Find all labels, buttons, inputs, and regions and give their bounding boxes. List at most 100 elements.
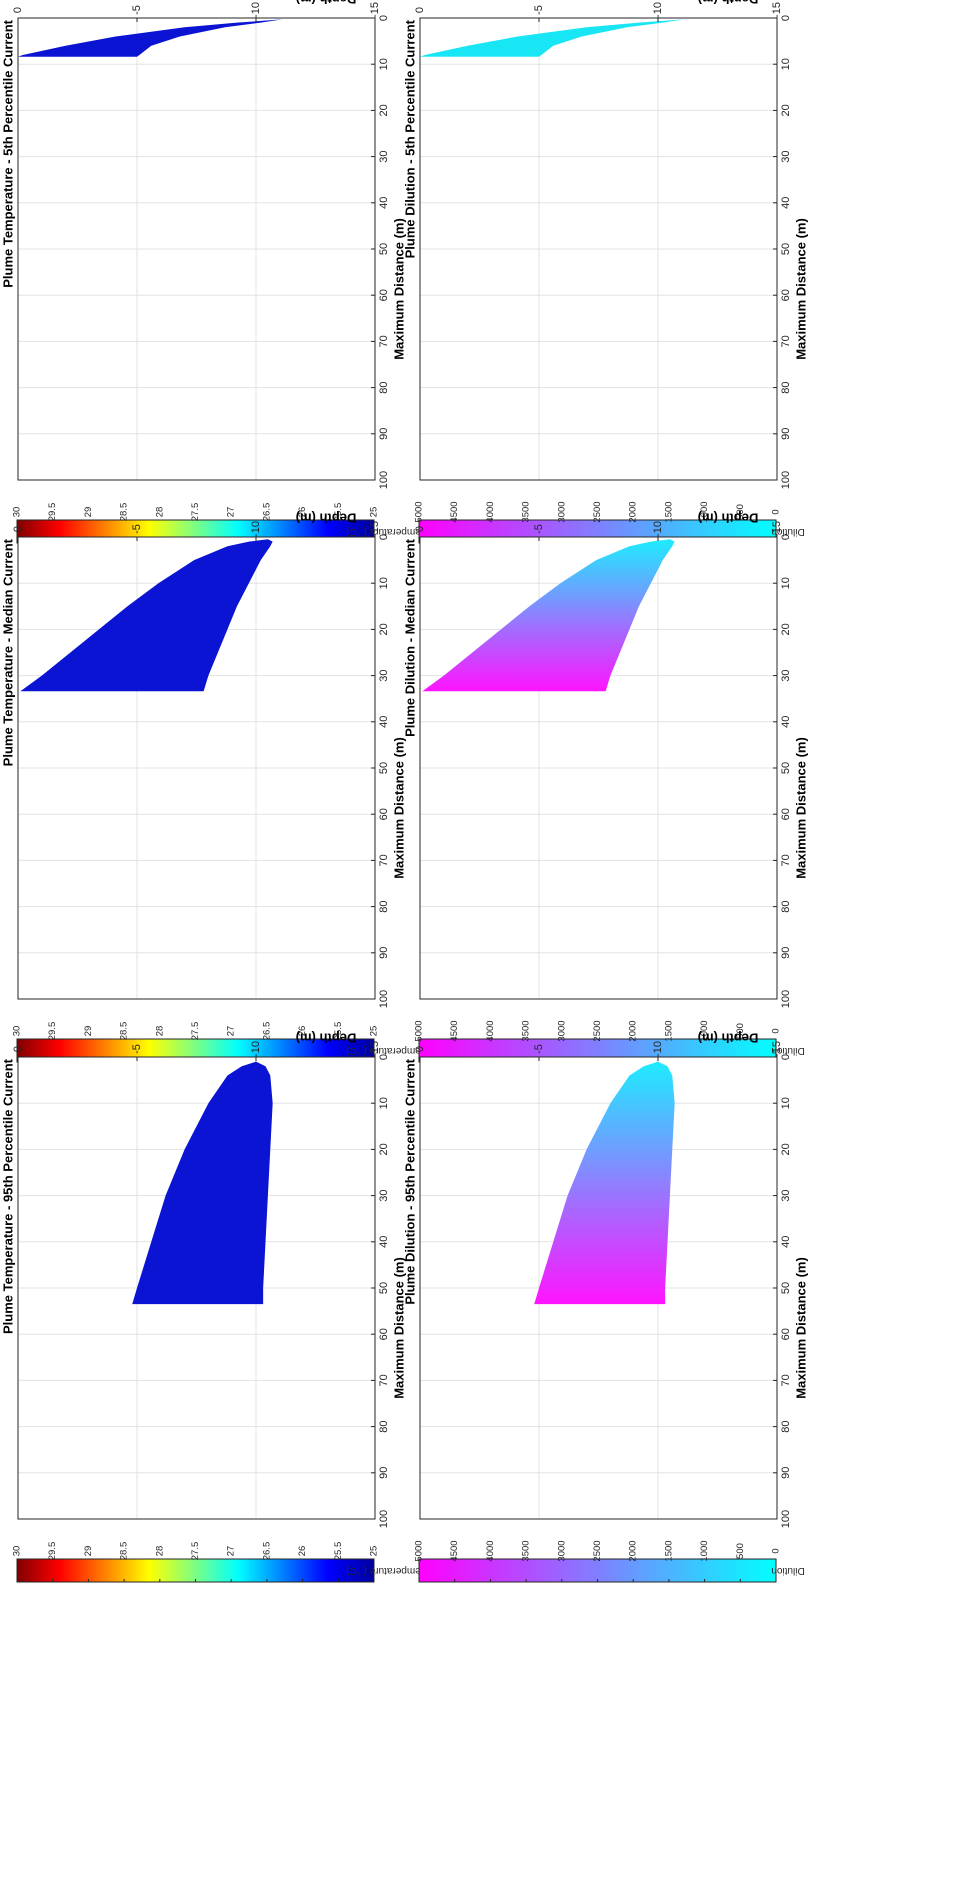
x-tick-label: 50 bbox=[780, 243, 792, 255]
colorbar-tick-label: 28 bbox=[154, 1546, 165, 1557]
colorbar-tick-label: 1000 bbox=[699, 1020, 710, 1041]
x-tick-label: 100 bbox=[378, 471, 390, 489]
x-tick-label: 30 bbox=[780, 1189, 792, 1201]
x-tick-label: 50 bbox=[780, 1282, 792, 1294]
colorbar-tick-label: 29 bbox=[83, 507, 94, 518]
x-tick-label: 70 bbox=[780, 1374, 792, 1386]
x-axis-label: Maximum Distance (m) bbox=[793, 1257, 808, 1399]
x-tick-label: 20 bbox=[378, 1143, 390, 1155]
colorbar-tick-label: 29.5 bbox=[47, 1022, 58, 1041]
colorbar-tick-label: 3500 bbox=[521, 1020, 532, 1041]
colorbar-label: Temperature ( °C) bbox=[346, 1045, 426, 1056]
y-tick-label: 0 bbox=[12, 7, 24, 13]
y-tick-label: 0 bbox=[414, 526, 426, 532]
x-tick-label: 20 bbox=[378, 623, 390, 635]
colorbar-tick-label: 3000 bbox=[556, 501, 567, 522]
colorbar-tick-label: 27.5 bbox=[190, 503, 201, 522]
colorbar-tick-label: 0 bbox=[771, 1028, 782, 1033]
x-axis-label: Maximum Distance (m) bbox=[793, 737, 808, 879]
panel-temp-5th: 0 10 20 30 40 50 60 70 80 90 100 0 -5 -10 -15 Plume Tem… bbox=[0, 0, 426, 544]
x-tick-label: 10 bbox=[378, 1097, 390, 1109]
colorbar-tick-label: 25 bbox=[369, 507, 380, 518]
x-tick-label: 40 bbox=[780, 197, 792, 209]
x-tick-label: 80 bbox=[378, 381, 390, 393]
y-tick-label: -15 bbox=[771, 2, 783, 18]
colorbar-tick-label: 4500 bbox=[449, 1020, 460, 1041]
x-tick-label: 0 bbox=[378, 534, 390, 540]
y-tick-label: -5 bbox=[131, 524, 143, 534]
y-tick-label: -15 bbox=[771, 521, 783, 537]
x-tick-label: 40 bbox=[378, 197, 390, 209]
x-tick-label: 40 bbox=[378, 716, 390, 728]
y-tick-label: 0 bbox=[414, 1046, 426, 1052]
panel-title: Plume Temperature - 95th Percentile Curr… bbox=[0, 1058, 15, 1334]
x-tick-label: 20 bbox=[780, 623, 792, 635]
colorbar-tick-label: 2000 bbox=[628, 1020, 639, 1041]
colorbar-tick-label: 28.5 bbox=[119, 1542, 130, 1561]
y-tick-label: 0 bbox=[414, 7, 426, 13]
x-tick-label: 80 bbox=[780, 900, 792, 912]
x-tick-label: 20 bbox=[780, 104, 792, 116]
x-tick-label: 10 bbox=[780, 58, 792, 70]
x-tick-label: 40 bbox=[780, 716, 792, 728]
colorbar-tick-label: 27 bbox=[226, 1546, 237, 1557]
colorbar-tick-label: 1500 bbox=[663, 1540, 674, 1561]
colorbar bbox=[16, 1558, 375, 1583]
x-tick-label: 30 bbox=[780, 150, 792, 162]
colorbar-tick-label: 25 bbox=[369, 1546, 380, 1557]
panel-title: Plume Dilution - 95th Percentile Current bbox=[402, 1058, 417, 1304]
colorbar-tick-label: 2500 bbox=[592, 1540, 603, 1561]
x-tick-label: 0 bbox=[378, 15, 390, 21]
x-tick-label: 90 bbox=[780, 428, 792, 440]
y-tick-label: -15 bbox=[369, 2, 381, 18]
y-tick-label: -10 bbox=[652, 1041, 664, 1057]
x-tick-label: 30 bbox=[378, 669, 390, 681]
x-tick-label: 30 bbox=[780, 669, 792, 681]
colorbar-tick-label: 1500 bbox=[663, 501, 674, 522]
x-tick-label: 100 bbox=[780, 471, 792, 489]
colorbar-tick-label: 27.5 bbox=[190, 1022, 201, 1041]
x-tick-label: 90 bbox=[378, 1467, 390, 1479]
x-tick-label: 50 bbox=[378, 762, 390, 774]
colorbar-tick-label: 26 bbox=[297, 1546, 308, 1557]
colorbar-tick-label: 29 bbox=[83, 1026, 94, 1037]
y-tick-label: -10 bbox=[250, 1041, 262, 1057]
x-tick-label: 80 bbox=[378, 1420, 390, 1432]
colorbar-tick-label: 25.5 bbox=[333, 1542, 344, 1561]
x-tick-label: 10 bbox=[378, 577, 390, 589]
x-tick-label: 70 bbox=[378, 854, 390, 866]
x-tick-label: 10 bbox=[378, 58, 390, 70]
plume-area bbox=[18, 19, 283, 57]
y-tick-label: -5 bbox=[533, 5, 545, 15]
x-tick-label: 10 bbox=[780, 1097, 792, 1109]
x-tick-label: 100 bbox=[780, 990, 792, 1008]
x-tick-label: 50 bbox=[378, 1282, 390, 1294]
plume-area bbox=[420, 19, 685, 57]
x-tick-label: 40 bbox=[378, 1236, 390, 1248]
colorbar-label: Temperature ( °C) bbox=[346, 1565, 426, 1576]
x-tick-label: 70 bbox=[780, 854, 792, 866]
colorbar-tick-label: 26.5 bbox=[261, 1542, 272, 1561]
y-axis-label: Depth (m) bbox=[698, 511, 759, 526]
x-tick-label: 50 bbox=[378, 243, 390, 255]
colorbar-tick-label: 28 bbox=[154, 507, 165, 518]
colorbar-tick-label: 26 bbox=[297, 507, 308, 518]
colorbar-tick-label: 26.5 bbox=[261, 1022, 272, 1041]
x-tick-label: 90 bbox=[780, 1467, 792, 1479]
plume-area bbox=[20, 539, 273, 692]
x-tick-label: 70 bbox=[378, 335, 390, 347]
colorbar-tick-label: 4000 bbox=[485, 1540, 496, 1561]
colorbar-tick-label: 500 bbox=[735, 504, 746, 520]
y-tick-label: -5 bbox=[533, 1044, 545, 1054]
x-tick-label: 30 bbox=[378, 1189, 390, 1201]
x-tick-label: 100 bbox=[378, 990, 390, 1008]
colorbar-tick-label: 3500 bbox=[521, 1540, 532, 1561]
x-tick-label: 70 bbox=[780, 335, 792, 347]
panel-temp-median: 0 10 20 30 40 50 60 70 80 90 100 0 -5 -10 -15 Plume Tem… bbox=[0, 511, 426, 1063]
colorbar-tick-label: 25.5 bbox=[333, 1022, 344, 1041]
y-tick-label: 0 bbox=[12, 1046, 24, 1052]
colorbar-tick-label: 29.5 bbox=[47, 1542, 58, 1561]
